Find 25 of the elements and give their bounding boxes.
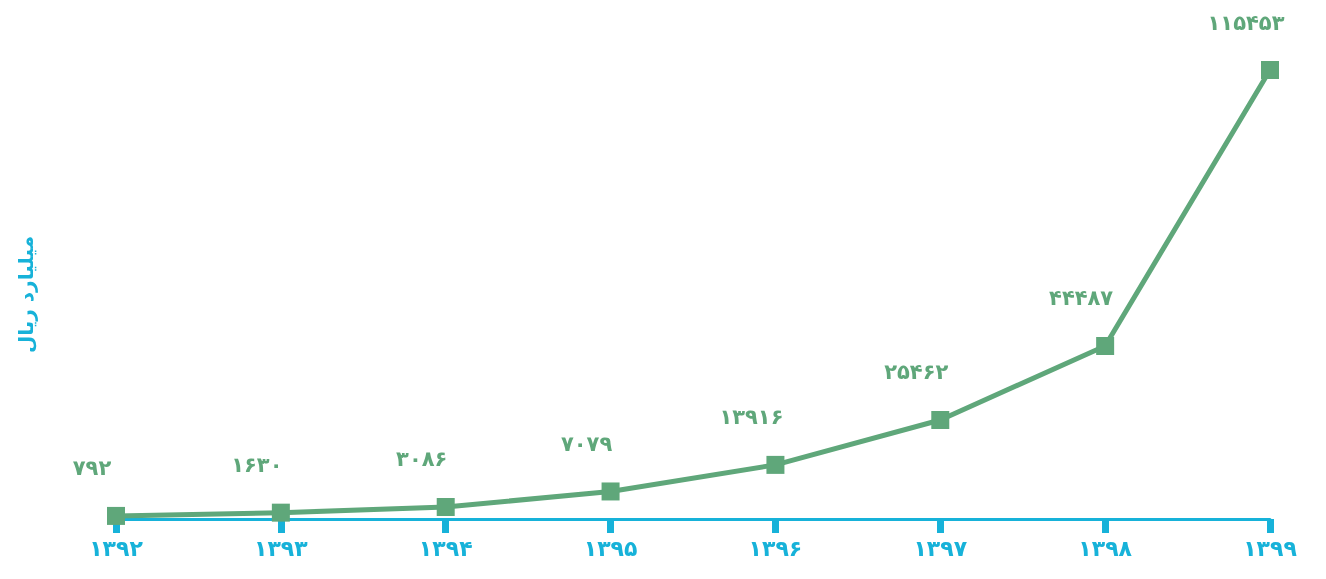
data-label: ۱۳۹۱۶ xyxy=(719,405,784,430)
x-tick-label: ۱۳۹۶ xyxy=(748,535,803,561)
point xyxy=(601,482,620,501)
x-tick-label: ۱۳۹۹ xyxy=(1243,535,1297,561)
data-label: ۱۶۳۰ xyxy=(231,453,283,478)
x-tick-label: ۱۳۹۷ xyxy=(913,535,968,561)
point xyxy=(271,503,290,522)
point xyxy=(1261,61,1279,79)
x-tick-label: ۱۳۹۴ xyxy=(418,535,473,561)
point xyxy=(931,410,950,429)
point xyxy=(1096,336,1115,355)
x-tick-label: ۱۳۹۲ xyxy=(89,535,144,561)
point xyxy=(766,455,785,474)
data-label: ۱۱۵۴۵۳ xyxy=(1207,10,1285,35)
data-label: ۷۹۲ xyxy=(72,456,112,481)
data-label: ۷۰۷۹ xyxy=(560,431,613,456)
point xyxy=(436,498,455,516)
x-tick-label: ۱۳۹۸ xyxy=(1078,535,1133,561)
data-label: ۴۴۴۸۷ xyxy=(1049,286,1114,311)
data-label: ۲۵۴۶۲ xyxy=(884,360,949,385)
point xyxy=(107,506,125,525)
y-axis-title: میلیارد ریال xyxy=(14,235,38,354)
x-tick-label: ۱۳۹۳ xyxy=(254,535,309,561)
data-label: ۳۰۸۶ xyxy=(396,447,448,472)
x-tick-label: ۱۳۹۵ xyxy=(583,535,638,561)
